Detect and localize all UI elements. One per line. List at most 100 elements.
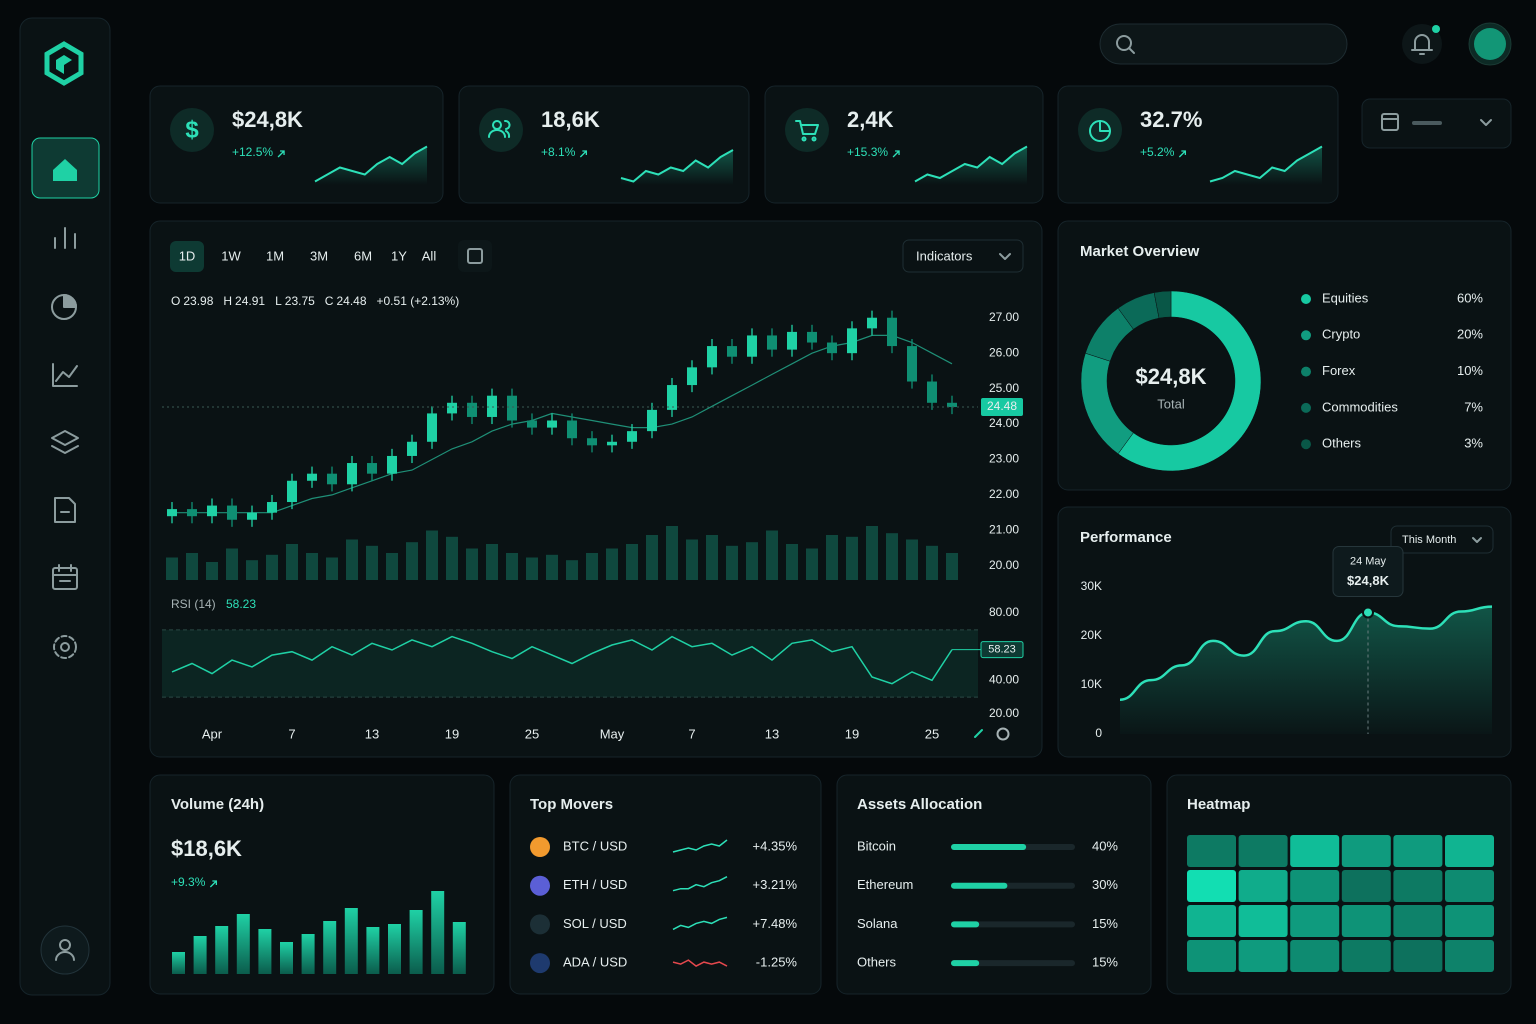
performance-line	[1119, 605, 1493, 701]
timeframe-button[interactable]: 1W	[221, 248, 241, 263]
kpi-spark-area	[1210, 146, 1322, 185]
candle-body	[507, 395, 517, 421]
donut-center-label: Total	[1157, 396, 1185, 411]
timeframe-button[interactable]: 1M	[266, 248, 284, 263]
kpi-value: 18,6K	[541, 107, 600, 132]
panel-title: Assets Allocation	[857, 796, 982, 813]
candle-body	[167, 509, 177, 517]
calendar-button[interactable]	[458, 240, 492, 272]
candle-body	[847, 328, 857, 354]
indicators-dropdown[interactable]: Indicators	[902, 239, 1024, 273]
rsi-title: RSI (14)	[171, 597, 216, 611]
volume-bar	[409, 910, 423, 974]
kpi-sparkline	[620, 149, 734, 183]
legend-label: Commodities	[1322, 399, 1398, 414]
volume-bar	[301, 934, 315, 974]
volume-bar	[906, 539, 918, 580]
coin-icon	[530, 914, 550, 935]
candle-body	[447, 402, 457, 414]
volume-bar	[886, 533, 898, 580]
period-dropdown[interactable]: This Month	[1390, 525, 1494, 554]
volume-bar	[386, 553, 398, 580]
volume-bar	[646, 535, 658, 580]
asset-value: 40%	[1092, 838, 1118, 853]
volume-bar	[366, 927, 380, 974]
candle-body	[587, 438, 597, 446]
nav-profile[interactable]	[40, 925, 90, 975]
nav-layers[interactable]	[51, 430, 79, 454]
volume-bar	[706, 535, 718, 580]
rsi-tick-label: 40.00	[989, 673, 1019, 687]
user-avatar[interactable]	[1468, 22, 1512, 66]
donut-hole	[1108, 318, 1234, 444]
volume-value: $18,6K	[171, 836, 242, 861]
pair-label: BTC / USD	[563, 838, 627, 853]
candle-body	[387, 455, 397, 474]
volume-bar	[586, 553, 598, 580]
timeframe-button[interactable]: 6M	[354, 248, 372, 263]
nav-trends[interactable]	[52, 363, 78, 387]
nav-portfolio[interactable]	[51, 294, 77, 320]
indicators-label[interactable]: Indicators	[916, 248, 973, 263]
search-box[interactable]	[1099, 23, 1348, 65]
panel-title: Market Overview	[1080, 243, 1200, 260]
volume-bar	[206, 562, 218, 580]
rsi-tag	[980, 641, 1024, 659]
kpi-card: 18,6K +8.1%	[458, 85, 750, 204]
x-tick-label: 7	[688, 726, 695, 741]
volume-bar	[388, 924, 401, 974]
chart-tools[interactable]	[974, 727, 1010, 741]
timeframe-button[interactable]: All	[422, 248, 437, 263]
ohlc-value: 24.91	[235, 294, 265, 308]
heatmap-cell	[1445, 870, 1494, 902]
kpi-value: 2,4K	[847, 107, 894, 132]
allocation-bar	[951, 921, 980, 928]
candle-body	[347, 463, 357, 485]
nav-reports[interactable]	[54, 497, 76, 523]
candle-body	[307, 473, 317, 481]
y-tick-label: 24.00	[989, 416, 1019, 430]
candle-body	[667, 385, 677, 410]
candle-body	[527, 420, 537, 428]
kpi-spark-area	[621, 150, 733, 185]
period-label[interactable]: This Month	[1402, 534, 1456, 546]
volume-bar	[426, 530, 438, 580]
timeframe-button[interactable]: 1Y	[391, 248, 407, 263]
asset-label: Ethereum	[857, 877, 913, 892]
x-tick-label: 13	[365, 726, 379, 741]
candle-body	[207, 505, 217, 517]
heatmap-cell	[1393, 940, 1443, 972]
nav-home[interactable]	[31, 137, 100, 199]
heatmap-cell	[1445, 905, 1494, 937]
kpi-value: 32.7%	[1140, 107, 1202, 132]
ohlc-change: +0.51 (+2.13%)	[377, 294, 460, 308]
kpi-sparkline	[914, 145, 1028, 183]
y-tick-label: 26.00	[989, 345, 1019, 359]
volume-bar	[926, 545, 938, 580]
panel-title: Volume (24h)	[171, 796, 264, 813]
heatmap-cell	[1393, 835, 1443, 867]
candle-body	[887, 317, 897, 347]
candle-body	[647, 409, 657, 432]
x-tick-label: May	[600, 726, 625, 741]
asset-label: Bitcoin	[857, 838, 896, 853]
date-picker[interactable]	[1361, 98, 1512, 149]
tooltip-point	[1362, 606, 1374, 619]
nav-settings[interactable]	[53, 635, 77, 659]
candle-body	[787, 331, 797, 350]
rsi-tick-label: 80.00	[989, 605, 1019, 619]
heatmap-cell	[1341, 835, 1391, 867]
nav-calendar[interactable]	[52, 564, 78, 590]
nav-analytics[interactable]	[54, 227, 76, 249]
x-tick-label: 25	[525, 726, 539, 741]
notifications[interactable]	[1402, 24, 1442, 64]
y-tick-label: 20K	[1081, 628, 1102, 642]
kpi-value: $24,8K	[232, 107, 303, 132]
y-tick-label: 20.00	[989, 558, 1019, 572]
timeframe-button[interactable]: 3M	[310, 248, 328, 263]
volume-bar	[172, 952, 185, 974]
tooltip-value: $24,8K	[1347, 573, 1390, 588]
legend-label: Forex	[1322, 363, 1356, 378]
timeframe-button[interactable]: 1D	[179, 248, 196, 263]
